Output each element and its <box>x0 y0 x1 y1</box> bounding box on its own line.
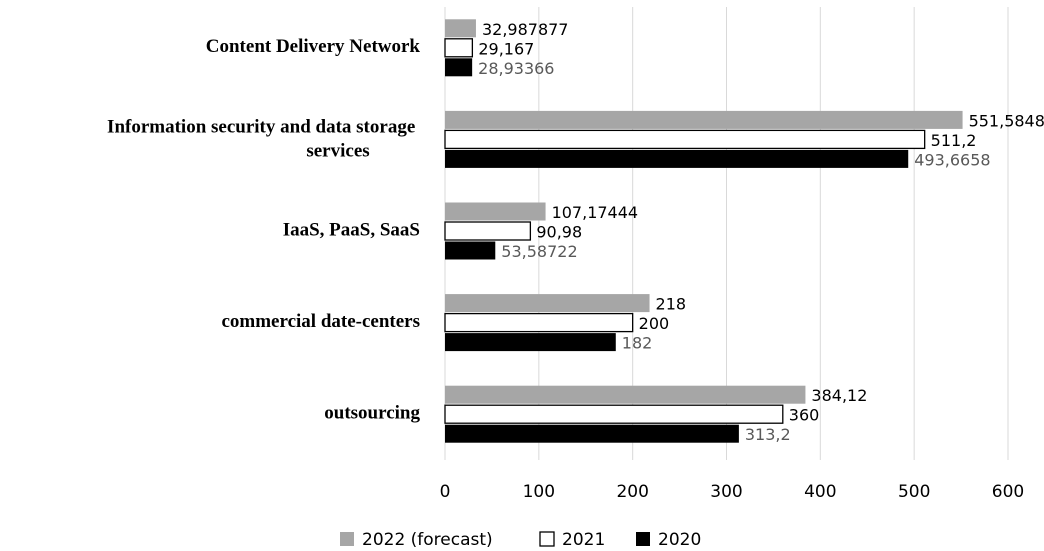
x-tick-label: 0 <box>440 482 451 502</box>
bar <box>444 312 634 333</box>
x-tick-label: 400 <box>804 482 836 502</box>
data-label: 53,58722 <box>501 242 577 261</box>
bar <box>445 202 546 221</box>
legend-label: 2022 (forecast) <box>362 530 493 550</box>
bar <box>444 38 474 58</box>
x-tick-label: 200 <box>616 482 648 502</box>
data-label: 28,93366 <box>478 59 554 78</box>
bar <box>444 221 532 241</box>
data-label: 107,17444 <box>552 203 639 222</box>
x-tick-label: 300 <box>710 482 742 502</box>
bar <box>445 110 963 129</box>
bar <box>445 241 496 260</box>
bar <box>444 404 784 424</box>
data-label: 182 <box>622 334 653 353</box>
x-tick-label: 500 <box>898 482 930 502</box>
category-label: Content Delivery Network <box>206 36 421 57</box>
bar <box>445 333 616 352</box>
category-label: Information security and data storage se… <box>107 117 420 162</box>
category-label: IaaS, PaaS, SaaS <box>283 219 420 240</box>
legend-label: 2021 <box>562 530 605 550</box>
category-label: outsourcing <box>324 403 420 424</box>
bar <box>445 424 739 443</box>
legend-swatch <box>539 531 555 547</box>
x-tick-label: 600 <box>992 482 1024 502</box>
category-label: commercial date-centers <box>221 311 420 332</box>
data-label: 29,167 <box>478 39 534 58</box>
data-label: 90,98 <box>536 223 582 242</box>
legend-swatch <box>340 532 354 546</box>
bar <box>445 19 476 38</box>
data-label: 200 <box>639 314 670 333</box>
category-line: Information security and data storage <box>107 117 420 138</box>
bar <box>445 294 650 313</box>
x-tick-label: 100 <box>523 482 555 502</box>
bar <box>445 149 909 168</box>
data-label: 313,2 <box>745 425 791 444</box>
data-label: 32,987877 <box>482 20 569 39</box>
data-label: 360 <box>789 406 820 425</box>
data-label: 511,2 <box>931 131 977 150</box>
bar <box>444 129 926 150</box>
data-label: 384,12 <box>811 386 867 405</box>
legend-swatch <box>636 532 650 546</box>
data-label: 218 <box>656 295 687 314</box>
category-line: services <box>306 141 369 162</box>
data-label: 493,6658 <box>914 150 990 169</box>
legend-label: 2020 <box>658 530 701 550</box>
data-label: 551,5848 <box>969 111 1044 130</box>
bar <box>445 385 806 404</box>
bar <box>445 58 473 77</box>
